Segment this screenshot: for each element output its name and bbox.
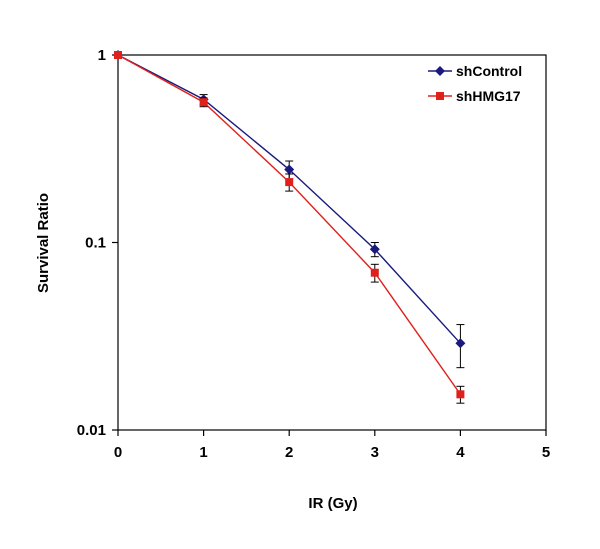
data-point: [200, 98, 208, 106]
data-point: [285, 178, 293, 186]
legend-marker: [436, 92, 444, 100]
legend-marker: [435, 66, 445, 76]
legend-item: shControl: [428, 63, 522, 79]
legend: shControl shHMG17: [428, 63, 522, 104]
data-point: [114, 51, 122, 59]
plot-frame: [118, 55, 546, 430]
y-tick-label: 0.01: [77, 422, 106, 439]
axes: [112, 55, 546, 436]
series-shControl: [113, 50, 465, 368]
x-axis-title: IR (Gy): [308, 495, 357, 512]
series-line: [118, 55, 460, 343]
y-tick-label: 0.1: [85, 235, 106, 252]
survival-chart: IR (Gy) Survival Ratio 0 1 2 3 4 5 1 0.1 0.01 sh…: [0, 0, 600, 544]
series-line: [118, 55, 460, 394]
series-shHMG17: [114, 51, 464, 403]
legend-label: shControl: [456, 63, 522, 79]
y-tick-label: 1: [98, 47, 106, 64]
x-tick-label: 5: [542, 444, 550, 461]
x-tick-label: 3: [371, 444, 379, 461]
data-point: [456, 390, 464, 398]
data-point: [371, 269, 379, 277]
x-tick-label: 4: [456, 444, 465, 461]
chart-root: IR (Gy) Survival Ratio 0 1 2 3 4 5 1 0.1 0.01 sh…: [0, 0, 600, 544]
x-tick-label: 2: [285, 444, 293, 461]
labels-layer: IR (Gy) Survival Ratio 0 1 2 3 4 5 1 0.1 0.01: [35, 47, 550, 512]
legend-item: shHMG17: [428, 88, 521, 104]
x-tick-label: 1: [199, 444, 207, 461]
y-axis-title: Survival Ratio: [35, 193, 52, 293]
x-tick-label: 0: [114, 444, 122, 461]
legend-label: shHMG17: [456, 88, 521, 104]
series-layer: [113, 50, 465, 403]
